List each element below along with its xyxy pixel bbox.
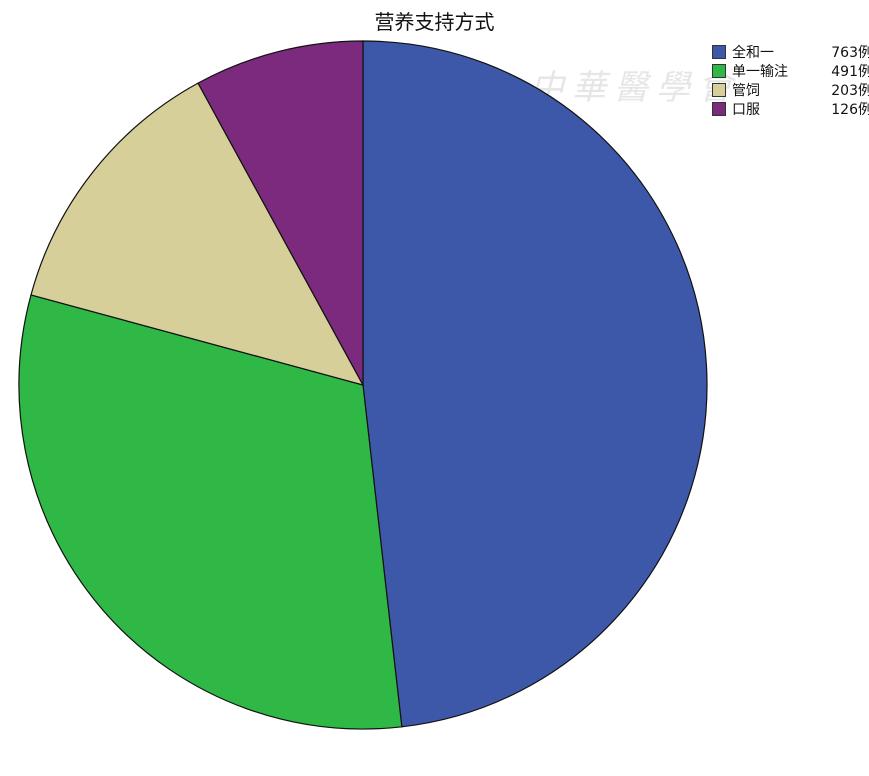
legend-item: 管饲 203例: [712, 80, 869, 99]
legend-item: 单一输注 491例: [712, 61, 869, 80]
pie-slice-1: [362, 40, 708, 728]
legend-swatch: [712, 101, 726, 116]
legend-value: 203例: [831, 82, 869, 99]
legend-value: 763例: [831, 44, 869, 61]
watermark: 中華醫學會: [530, 68, 740, 108]
legend-label: 单一输注: [732, 63, 788, 80]
pie-slice-2: [18, 294, 403, 730]
legend-item: 全和一 763例: [712, 42, 869, 61]
legend-value: 491例: [831, 63, 869, 80]
legend-swatch: [712, 82, 726, 97]
chart-title: 营养支持方式: [374, 10, 495, 34]
legend-swatch: [712, 63, 726, 78]
legend-item: 口服 126例: [712, 99, 869, 118]
legend: 全和一 763例单一输注 491例管饲 203例口服 126例: [712, 42, 869, 118]
legend-value: 126例: [831, 101, 869, 118]
legend-label: 管饲: [732, 82, 760, 99]
pie-slice-4: [197, 40, 364, 386]
legend-label: 全和一: [732, 44, 774, 61]
legend-label: 口服: [732, 101, 760, 118]
pie-slice-3: [30, 82, 365, 386]
legend-swatch: [712, 44, 726, 59]
